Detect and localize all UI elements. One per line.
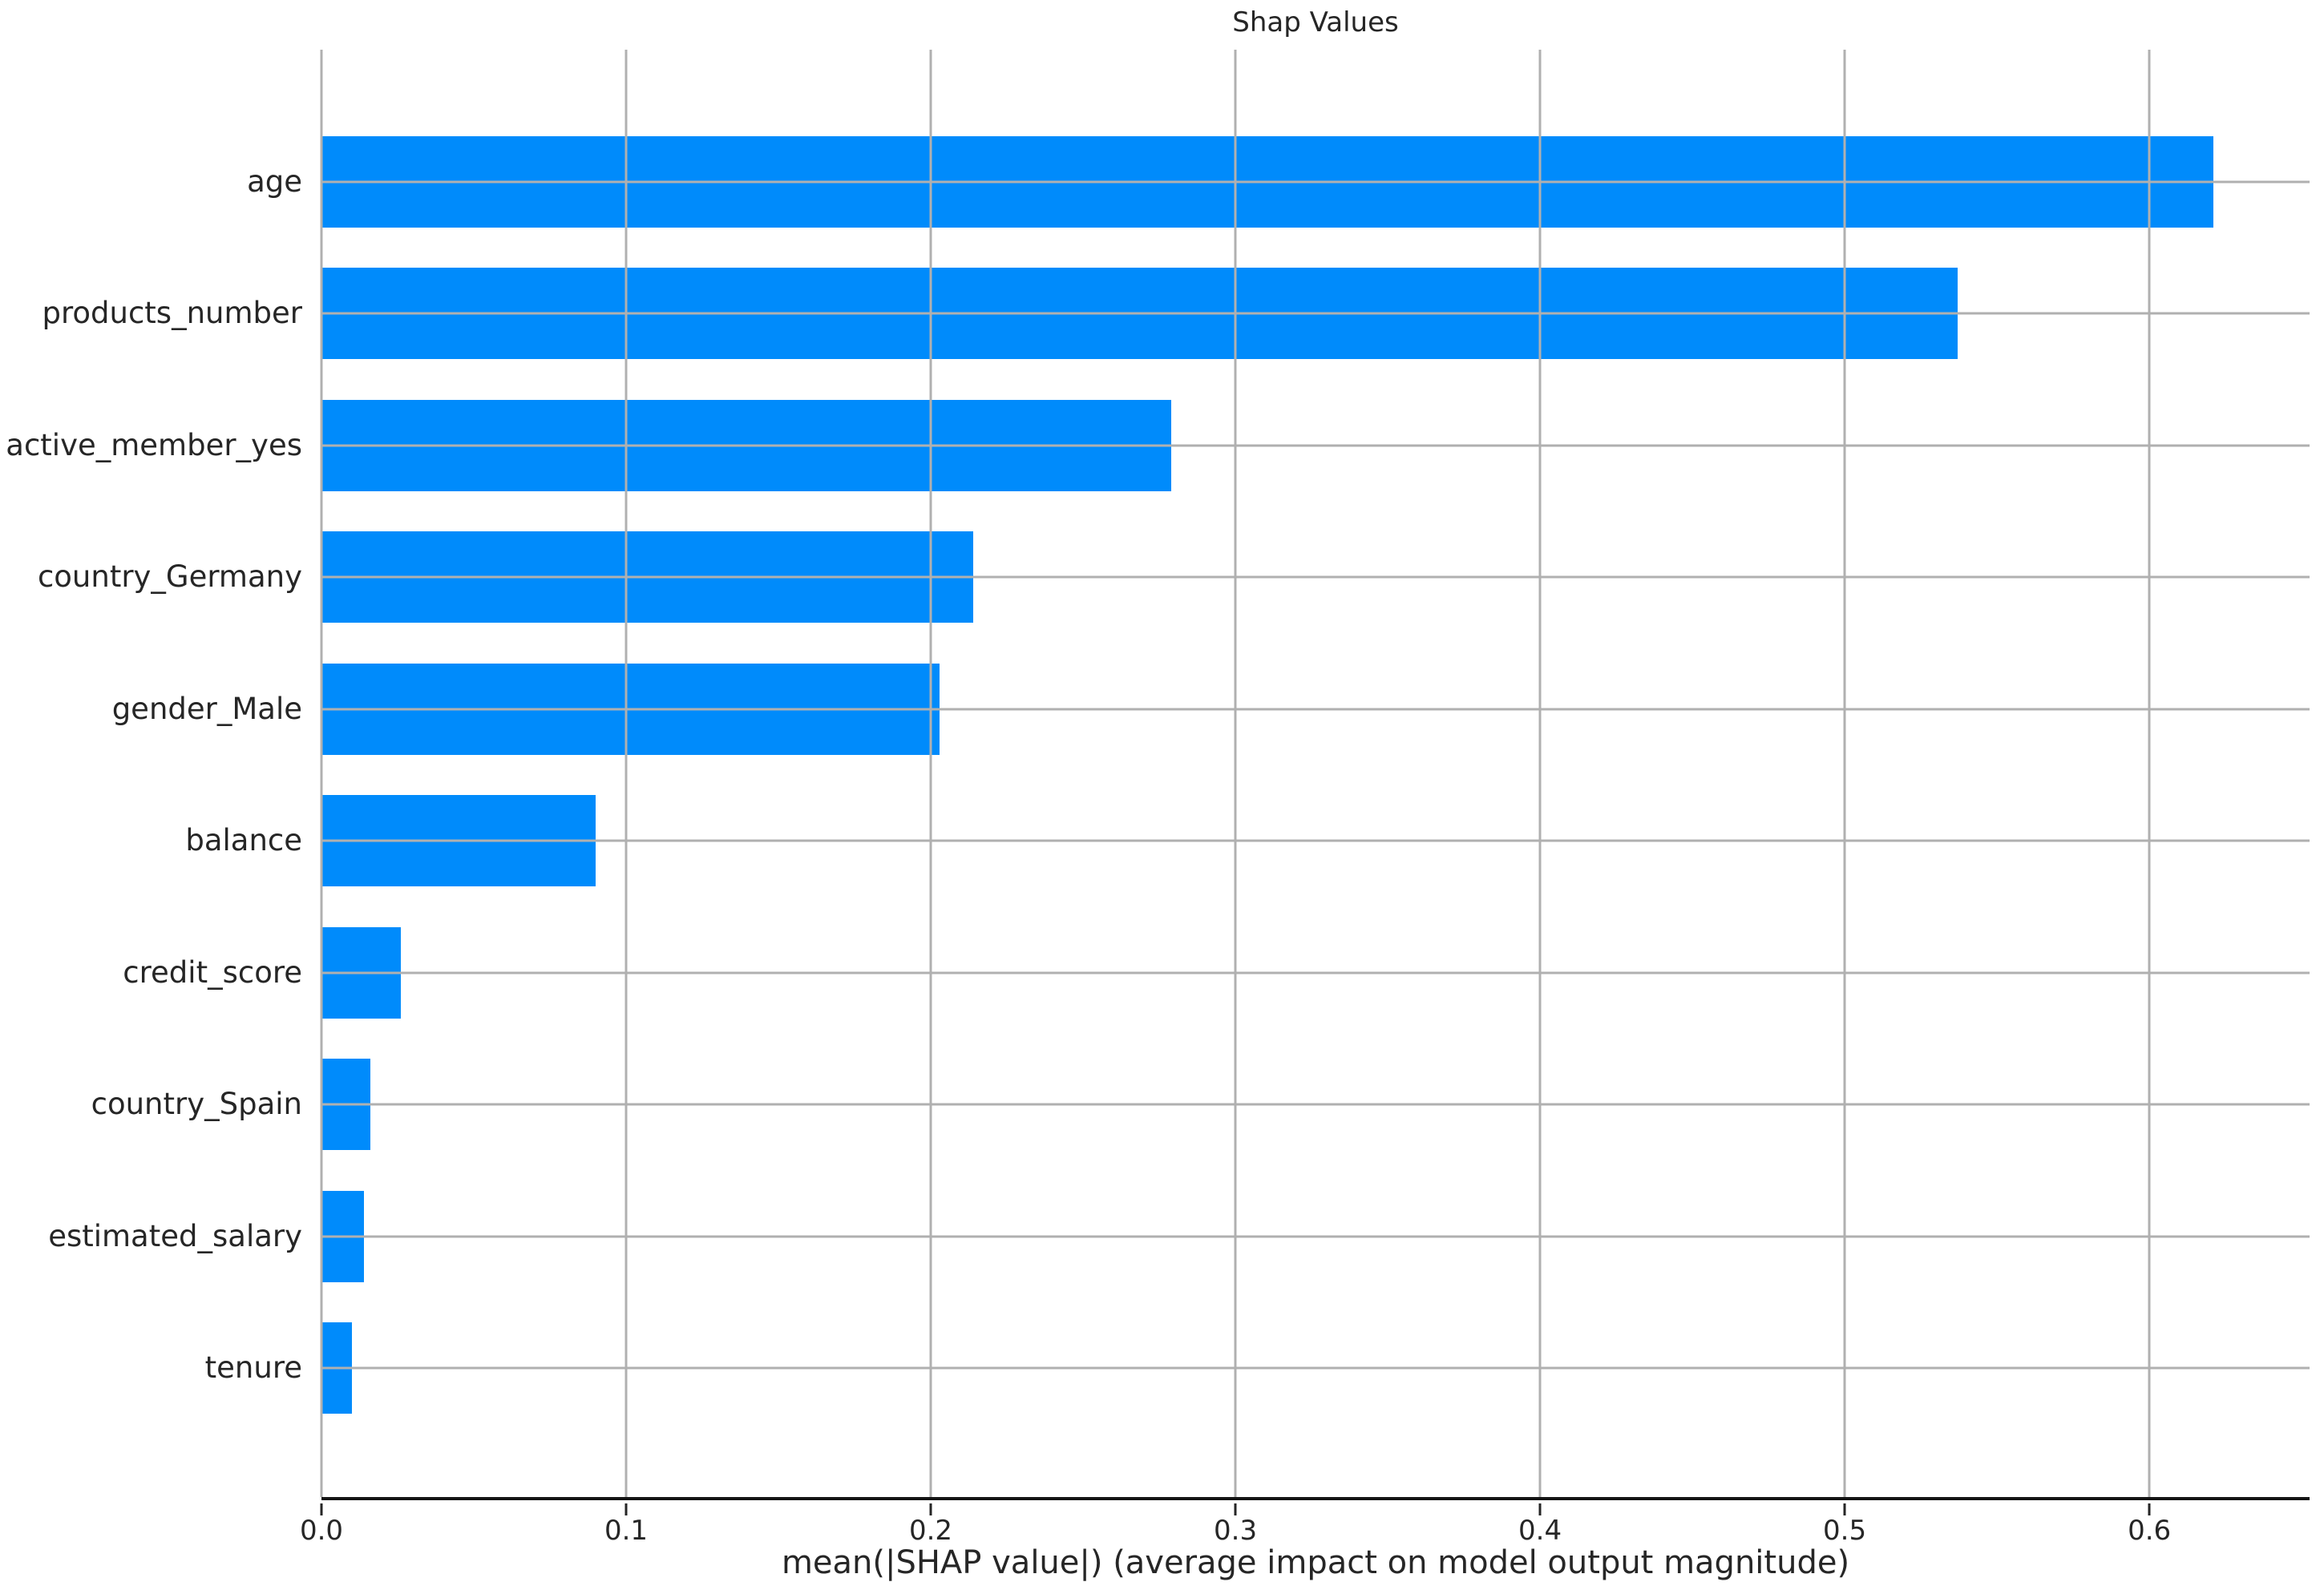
x-tick-mark [2148, 1503, 2151, 1515]
y-tick-label-active_member_yes: active_member_yes [6, 427, 302, 462]
horizontal-gridline [321, 575, 2310, 579]
x-tick-label: 0.1 [604, 1515, 649, 1547]
horizontal-gridline [321, 1366, 2310, 1370]
y-tick-label-credit_score: credit_score [123, 954, 302, 990]
y-tick-label-tenure: tenure [204, 1350, 302, 1386]
horizontal-gridline [321, 1235, 2310, 1238]
x-tick-label: 0.2 [908, 1515, 953, 1547]
y-tick-label-estimated_salary: estimated_salary [48, 1218, 302, 1253]
x-tick-label: 0.3 [1214, 1515, 1258, 1547]
horizontal-gridline [321, 708, 2310, 711]
horizontal-gridline [321, 444, 2310, 447]
y-tick-label-gender_Male: gender_Male [111, 691, 302, 726]
x-tick-label: 0.6 [2128, 1515, 2172, 1547]
x-tick-mark [1843, 1503, 1846, 1515]
y-tick-label-country_Spain: country_Spain [91, 1087, 302, 1122]
x-tick-mark [1538, 1503, 1542, 1515]
x-tick-mark [929, 1503, 932, 1515]
x-tick-label: 0.4 [1518, 1515, 1562, 1547]
vertical-gridline [1843, 50, 1846, 1497]
y-tick-label-age: age [247, 163, 302, 199]
y-tick-label-products_number: products_number [42, 296, 303, 331]
x-tick-mark [320, 1503, 323, 1515]
x-tick-mark [1234, 1503, 1237, 1515]
x-tick-mark [624, 1503, 628, 1515]
vertical-gridline [624, 50, 628, 1497]
horizontal-gridline [321, 839, 2310, 842]
horizontal-gridline [321, 971, 2310, 975]
vertical-gridline [1538, 50, 1542, 1497]
x-tick-label: 0.5 [1823, 1515, 1867, 1547]
vertical-gridline [320, 50, 323, 1497]
plot-area [320, 50, 2310, 1500]
chart-title: Shap Values [1232, 6, 1399, 38]
horizontal-gridline [321, 1103, 2310, 1106]
vertical-gridline [2148, 50, 2151, 1497]
horizontal-gridline [321, 180, 2310, 184]
y-tick-label-country_Germany: country_Germany [37, 559, 302, 595]
x-tick-label: 0.0 [299, 1515, 344, 1547]
x-axis-label: mean(|SHAP value|) (average impact on mo… [781, 1544, 1850, 1581]
vertical-gridline [1234, 50, 1237, 1497]
vertical-gridline [929, 50, 932, 1497]
horizontal-gridline [321, 312, 2310, 315]
y-tick-label-balance: balance [185, 823, 302, 858]
